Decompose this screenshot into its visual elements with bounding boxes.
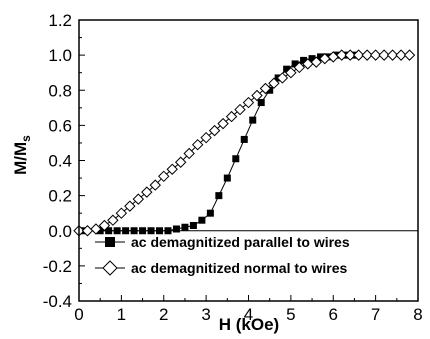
data-point-square <box>258 99 265 106</box>
y-tick-label: 0.6 <box>48 116 72 135</box>
data-point-square <box>241 136 248 143</box>
ticks-layer <box>79 20 418 301</box>
y-tick-label: 1.2 <box>48 11 72 30</box>
x-tick-label: 6 <box>329 305 338 324</box>
y-axis-title-subscript: s <box>19 135 33 142</box>
data-point-diamond <box>405 50 415 60</box>
data-point-square <box>207 210 214 217</box>
legend-label-normal: ac demagnitized normal to wires <box>131 260 347 276</box>
data-point-square <box>173 225 180 232</box>
series-line <box>83 55 354 231</box>
y-tick-label: 0.8 <box>48 81 72 100</box>
y-tick-label: 0.0 <box>48 222 72 241</box>
data-point-square <box>232 155 239 162</box>
legend-label-parallel: ac demagnitized parallel to wires <box>131 234 350 250</box>
x-tick-label: 0 <box>74 305 83 324</box>
data-point-square <box>114 227 121 234</box>
y-tick-label: -0.2 <box>43 257 72 276</box>
x-tick-label: 2 <box>159 305 168 324</box>
data-point-square <box>198 217 205 224</box>
data-point-square <box>224 175 231 182</box>
legend-marker-open-diamond <box>103 261 117 275</box>
data-point-square <box>181 224 188 231</box>
data-point-square <box>215 192 222 199</box>
series-1 <box>74 50 415 236</box>
x-axis-title: H (kOe) <box>219 315 279 334</box>
data-point-square <box>122 227 129 234</box>
x-tick-label: 3 <box>201 305 210 324</box>
y-tick-label: 1.0 <box>48 46 72 65</box>
series-layer <box>74 50 415 236</box>
y-axis-title-text: M/Ms <box>11 135 33 175</box>
x-tick-label: 1 <box>117 305 126 324</box>
y-tick-label: -0.4 <box>43 292 72 311</box>
legend-marker-filled-square <box>105 237 115 247</box>
plot-frame <box>79 20 418 301</box>
x-tick-label: 5 <box>286 305 295 324</box>
y-axis-title-main: M/M <box>11 142 30 175</box>
y-tick-label: 0.2 <box>48 187 72 206</box>
data-point-square <box>249 117 256 124</box>
x-tick-label: 7 <box>371 305 380 324</box>
series-0 <box>80 52 358 235</box>
data-point-square <box>190 222 197 229</box>
y-axis-title: M/Ms <box>11 135 33 175</box>
x-tick-label: 8 <box>413 305 422 324</box>
y-tick-label: 0.4 <box>48 152 72 171</box>
legend: ac demagnitized parallel to wires ac dem… <box>95 234 350 276</box>
